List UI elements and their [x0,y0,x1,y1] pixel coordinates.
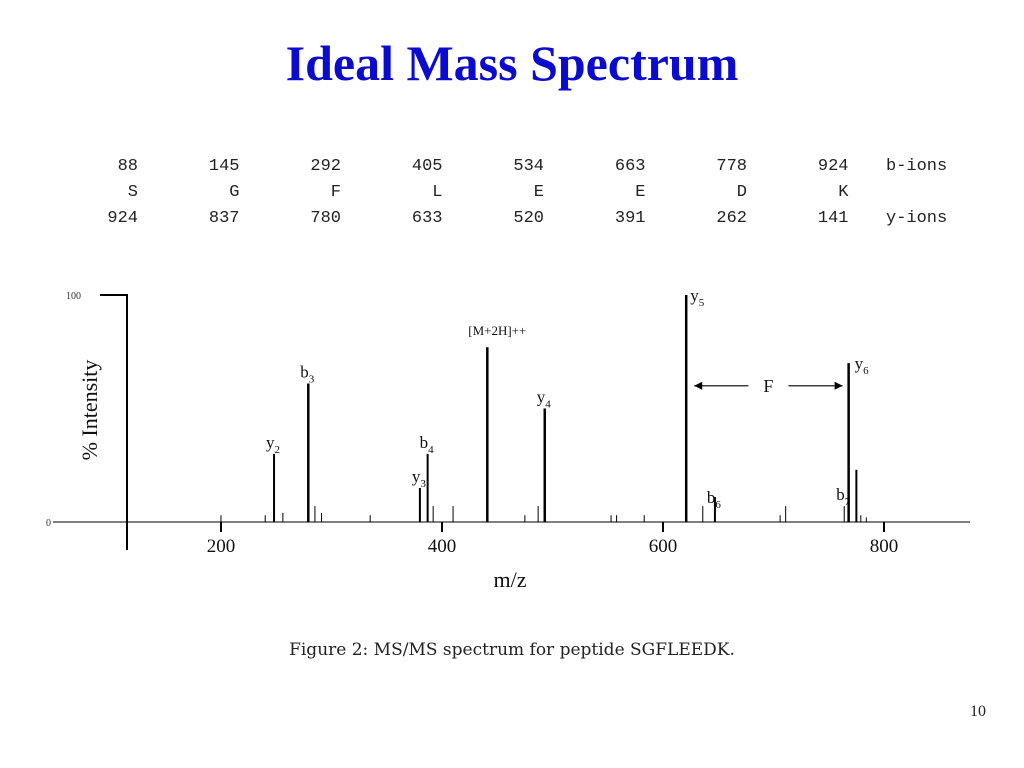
ion-cell: 633 [411,209,443,228]
ion-cell: 520 [513,209,544,228]
ion-cell: 924 [107,209,138,228]
peak-label: b4 [420,433,435,456]
y-axis-label: % Intensity [77,360,102,461]
figure-caption: Figure 2: MS/MS spectrum for peptide SGF… [289,640,735,660]
ion-cell: 837 [208,209,240,228]
peak-label: b3 [300,363,315,386]
annotation-arrowhead-left [694,381,703,390]
ion-cell: 141 [817,209,849,228]
ion-cell: K [838,183,849,202]
peak-label-subscript: 5 [699,297,705,309]
ion-cell: 778 [716,157,747,176]
ion-cell: 405 [411,157,443,176]
peak-label: y3 [412,467,427,490]
peak-label-subscript: 3 [309,374,315,386]
peak-label: y4 [537,388,552,411]
page-number: 10 [970,703,986,720]
ion-cell: 780 [310,209,341,228]
peak-label: y6 [855,354,870,377]
x-axis-label: m/z [494,567,527,592]
peak-label: y5 [690,286,705,309]
peak-label: y2 [266,433,280,456]
ion-cell: 292 [310,157,341,176]
x-tick-label: 400 [428,536,457,557]
peak-label-subscript: 6 [863,365,869,377]
x-tick-label: 800 [870,536,899,557]
ion-cell: 145 [208,157,240,176]
ion-row-label: b-ions [886,157,948,176]
ion-cell: D [736,183,747,202]
peak-label-subscript: 3 [420,478,426,490]
ion-row-label: y-ions [886,209,948,228]
annotation-arrowhead-right [834,381,843,390]
ion-cell: 391 [614,209,646,228]
ion-cell: S [127,183,138,202]
ion-cell: G [229,183,240,202]
ion-cell: 534 [513,157,544,176]
x-tick-label: 600 [649,536,678,557]
y-tick-label: 0 [46,518,51,529]
ion-cell: 262 [716,209,747,228]
ion-cell: 663 [614,157,646,176]
y-tick-label: 100 [66,291,81,302]
peak-label-subscript: 4 [428,444,434,456]
annotation-label: F [763,376,773,396]
ion-cell: F [330,183,341,202]
ion-cell: L [432,183,443,202]
ion-cell: 924 [817,157,849,176]
x-tick-label: 200 [207,536,236,557]
ion-cell: E [635,183,646,202]
peak-label-subscript: 2 [275,444,281,456]
peak-label-subscript: 4 [545,399,551,411]
ion-cell: E [533,183,544,202]
mass-spectrum-chart: 100 0 % Intensity 200 400 600 800 m/z y2 b3 y3 b4 [M… [46,286,970,592]
peak-label-subscript: 6 [715,499,721,511]
slide-title: Ideal Mass Spectrum [285,35,739,91]
ion-cell: 88 [117,157,138,176]
peak-label: [M+2H]++ [468,323,526,338]
